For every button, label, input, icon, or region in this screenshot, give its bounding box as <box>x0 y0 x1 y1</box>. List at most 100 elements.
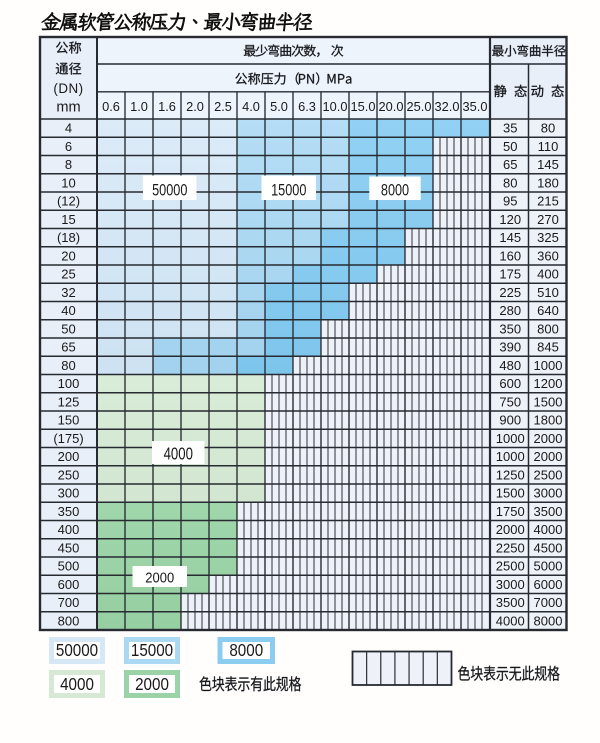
svg-text:125: 125 <box>58 394 80 409</box>
svg-text:8000: 8000 <box>534 613 563 628</box>
svg-text:3000: 3000 <box>534 486 563 501</box>
svg-text:2000: 2000 <box>534 449 563 464</box>
svg-text:175: 175 <box>499 267 521 282</box>
svg-text:1500: 1500 <box>496 486 525 501</box>
svg-text:1750: 1750 <box>496 504 525 519</box>
svg-text:3500: 3500 <box>534 504 563 519</box>
svg-text:900: 900 <box>499 413 521 428</box>
svg-text:1000: 1000 <box>496 431 525 446</box>
svg-text:32.0: 32.0 <box>435 99 460 114</box>
svg-text:1200: 1200 <box>534 376 563 391</box>
svg-text:2.5: 2.5 <box>214 99 232 114</box>
svg-text:400: 400 <box>58 522 80 537</box>
svg-text:0.6: 0.6 <box>102 99 120 114</box>
svg-text:3500: 3500 <box>496 595 525 610</box>
svg-text:700: 700 <box>58 595 80 610</box>
svg-text:25.0: 25.0 <box>407 99 432 114</box>
svg-text:225: 225 <box>499 285 521 300</box>
svg-text:8000: 8000 <box>229 640 263 660</box>
svg-text:1000: 1000 <box>534 358 563 373</box>
svg-text:325: 325 <box>537 230 559 245</box>
svg-text:200: 200 <box>58 449 80 464</box>
svg-text:15.0: 15.0 <box>351 99 376 114</box>
svg-text:2000: 2000 <box>496 522 525 537</box>
svg-text:510: 510 <box>537 285 559 300</box>
svg-text:6000: 6000 <box>534 577 563 592</box>
svg-text:50000: 50000 <box>152 182 187 200</box>
svg-text:1800: 1800 <box>534 413 563 428</box>
svg-text:80: 80 <box>503 175 517 190</box>
svg-text:15000: 15000 <box>271 182 306 200</box>
svg-text:1250: 1250 <box>496 467 525 482</box>
svg-text:35.0: 35.0 <box>463 99 488 114</box>
svg-text:50: 50 <box>503 139 517 154</box>
svg-text:2.0: 2.0 <box>186 99 204 114</box>
svg-text:4000: 4000 <box>496 613 525 628</box>
svg-text:2500: 2500 <box>496 559 525 574</box>
svg-text:(175): (175) <box>53 431 83 446</box>
svg-text:1.0: 1.0 <box>130 99 148 114</box>
svg-text:20.0: 20.0 <box>379 99 404 114</box>
svg-text:300: 300 <box>58 486 80 501</box>
svg-text:10.0: 10.0 <box>323 99 348 114</box>
svg-text:40: 40 <box>61 303 75 318</box>
svg-text:4500: 4500 <box>534 540 563 555</box>
svg-text:4: 4 <box>65 121 72 136</box>
svg-text:150: 150 <box>58 413 80 428</box>
svg-text:(12): (12) <box>57 194 80 209</box>
svg-text:(18): (18) <box>57 230 80 245</box>
svg-text:80: 80 <box>61 358 75 373</box>
svg-text:3000: 3000 <box>496 577 525 592</box>
svg-text:400: 400 <box>537 267 559 282</box>
svg-text:25: 25 <box>61 267 75 282</box>
svg-text:6.3: 6.3 <box>298 99 316 114</box>
svg-text:2500: 2500 <box>534 467 563 482</box>
svg-text:2000: 2000 <box>145 570 174 586</box>
svg-text:mm: mm <box>56 100 80 116</box>
svg-text:450: 450 <box>58 540 80 555</box>
svg-text:2250: 2250 <box>496 540 525 555</box>
svg-text:50: 50 <box>61 321 75 336</box>
svg-text:215: 215 <box>537 194 559 209</box>
svg-text:4.0: 4.0 <box>242 99 260 114</box>
svg-text:(DN): (DN) <box>53 81 83 96</box>
svg-text:145: 145 <box>499 230 521 245</box>
svg-text:15: 15 <box>61 212 75 227</box>
svg-text:640: 640 <box>537 303 559 318</box>
svg-text:20: 20 <box>61 248 75 263</box>
svg-text:65: 65 <box>503 157 517 172</box>
svg-text:110: 110 <box>538 139 559 154</box>
svg-text:2000: 2000 <box>135 674 169 694</box>
svg-text:120: 120 <box>499 212 521 227</box>
svg-text:800: 800 <box>537 321 559 336</box>
svg-text:1500: 1500 <box>534 394 563 409</box>
svg-text:7000: 7000 <box>534 595 563 610</box>
svg-text:600: 600 <box>58 577 80 592</box>
svg-text:5.0: 5.0 <box>270 99 288 114</box>
svg-text:5000: 5000 <box>534 559 563 574</box>
svg-text:280: 280 <box>499 303 521 318</box>
svg-text:270: 270 <box>537 212 559 227</box>
svg-text:750: 750 <box>499 394 521 409</box>
svg-text:10: 10 <box>61 175 75 190</box>
svg-text:2000: 2000 <box>534 431 563 446</box>
svg-text:8: 8 <box>65 157 72 172</box>
svg-text:800: 800 <box>58 613 80 628</box>
svg-text:65: 65 <box>61 340 75 355</box>
svg-text:32: 32 <box>61 285 75 300</box>
svg-text:390: 390 <box>499 340 521 355</box>
svg-text:50000: 50000 <box>56 640 98 660</box>
svg-text:15000: 15000 <box>131 640 173 660</box>
svg-text:360: 360 <box>537 248 559 263</box>
svg-text:80: 80 <box>541 121 555 136</box>
svg-text:95: 95 <box>503 194 517 209</box>
svg-text:1.6: 1.6 <box>158 99 176 114</box>
svg-text:350: 350 <box>499 321 521 336</box>
svg-text:600: 600 <box>499 376 521 391</box>
svg-text:4000: 4000 <box>164 445 193 464</box>
svg-text:180: 180 <box>537 175 559 190</box>
svg-text:100: 100 <box>58 376 80 391</box>
svg-text:4000: 4000 <box>534 522 563 537</box>
svg-text:845: 845 <box>537 340 559 355</box>
svg-text:35: 35 <box>503 121 517 136</box>
